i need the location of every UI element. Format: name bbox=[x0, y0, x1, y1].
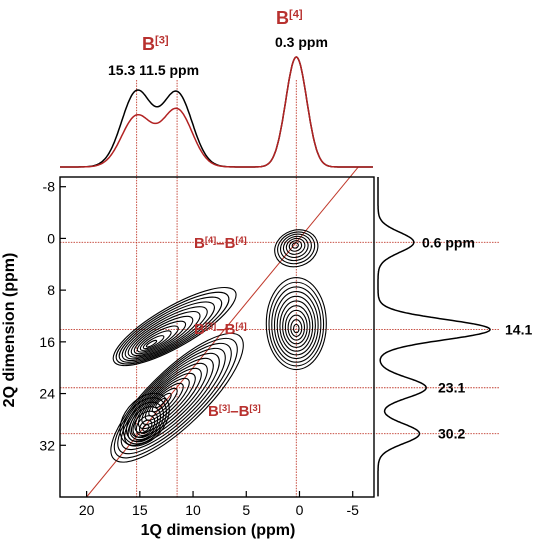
contour-ring bbox=[130, 315, 194, 357]
diagonal-line bbox=[86, 166, 359, 498]
contour-ring bbox=[124, 306, 208, 360]
contour-ring bbox=[132, 410, 159, 439]
contour-ring bbox=[265, 277, 327, 371]
side-label-l1: 0.6 ppm bbox=[422, 234, 475, 250]
contour-ring bbox=[290, 319, 303, 337]
contour-ring bbox=[268, 281, 325, 367]
contour-ring bbox=[276, 295, 316, 356]
contour-ring bbox=[136, 325, 179, 353]
x-tick-label: 0 bbox=[296, 502, 304, 518]
contour-ring bbox=[138, 419, 153, 434]
side-label-l4: 30.2 bbox=[438, 426, 465, 442]
contour-ring bbox=[274, 229, 319, 268]
b4-peak-label: 0.3 ppm bbox=[275, 34, 328, 50]
contour-peak-b4-b4-lower bbox=[265, 277, 327, 371]
contour-ring bbox=[142, 424, 150, 432]
contour-ring bbox=[112, 286, 237, 367]
side-label-l3: 23.1 bbox=[438, 380, 465, 396]
contour-ring bbox=[282, 305, 311, 349]
plot-frame bbox=[59, 176, 375, 498]
contour-peak-b3-b3-b bbox=[119, 392, 170, 447]
contour-ring bbox=[287, 314, 306, 341]
contour-ring bbox=[122, 397, 167, 445]
side-label-l2: 14.1 bbox=[505, 322, 532, 338]
contour-ring bbox=[133, 320, 187, 355]
y-tick-label: 16 bbox=[39, 334, 55, 350]
contour-ring bbox=[110, 332, 244, 463]
contour-ring bbox=[284, 309, 308, 345]
contour-ring bbox=[127, 311, 201, 358]
b3-peaks-label: 15.3 11.5 ppm bbox=[108, 62, 199, 78]
contour-ring bbox=[120, 347, 226, 451]
contour-ring bbox=[282, 235, 309, 259]
y-tick-label: 0 bbox=[47, 230, 55, 246]
contour-ring bbox=[288, 240, 303, 252]
contour-ring bbox=[125, 401, 165, 443]
contour-ring bbox=[115, 291, 230, 365]
contour-ring bbox=[271, 286, 322, 363]
x-tick-label: 10 bbox=[185, 502, 201, 518]
y-tick-label: 24 bbox=[39, 386, 55, 402]
b4-top-label: B[4] bbox=[276, 8, 303, 28]
contour-ring bbox=[291, 242, 299, 249]
contour-ring bbox=[277, 231, 316, 265]
x-tick-label: 5 bbox=[242, 502, 250, 518]
contour-peak-b3-b3-a bbox=[110, 332, 244, 463]
y-tick-label: 8 bbox=[47, 282, 55, 298]
contour-ring bbox=[118, 296, 223, 363]
b3-top-label: B[3] bbox=[142, 34, 169, 54]
contour-ring bbox=[285, 237, 306, 255]
contour-ring bbox=[131, 362, 208, 438]
contour-ring bbox=[139, 330, 172, 351]
x-tick-label: 20 bbox=[79, 502, 95, 518]
contour-ring bbox=[142, 335, 165, 350]
contour-ring bbox=[129, 406, 162, 441]
contour-ring bbox=[144, 382, 184, 421]
x-tick-label: 15 bbox=[132, 502, 148, 518]
y-tick-label: -8 bbox=[43, 179, 56, 195]
contour-ring bbox=[113, 337, 238, 459]
contour-ring bbox=[293, 323, 300, 334]
contour-ring bbox=[119, 392, 170, 447]
correlation-label: B[3]–B[4] bbox=[194, 321, 247, 338]
x-axis-title: 1Q dimension (ppm) bbox=[141, 522, 296, 539]
contour-ring bbox=[145, 339, 158, 348]
side-projection bbox=[377, 177, 491, 497]
contour-ring bbox=[273, 291, 319, 360]
top-projection-black bbox=[60, 56, 373, 168]
y-axis-title: 2Q dimension (ppm) bbox=[1, 253, 18, 408]
contour-ring bbox=[121, 301, 215, 362]
top-projection-red bbox=[60, 56, 373, 168]
y-tick-label: 32 bbox=[39, 437, 55, 453]
contour-peak-b3-b4 bbox=[112, 286, 237, 367]
contour-ring bbox=[279, 300, 314, 352]
contour-ring bbox=[135, 415, 156, 437]
contour-ring bbox=[117, 342, 232, 455]
contour-ring bbox=[279, 233, 312, 262]
x-tick-label: -5 bbox=[346, 502, 359, 518]
correlation-label: B[3]–B[3] bbox=[208, 403, 261, 420]
correlation-label: B[4]–B[4] bbox=[194, 235, 247, 252]
contour-peak-b4-b4-upper bbox=[274, 229, 319, 268]
